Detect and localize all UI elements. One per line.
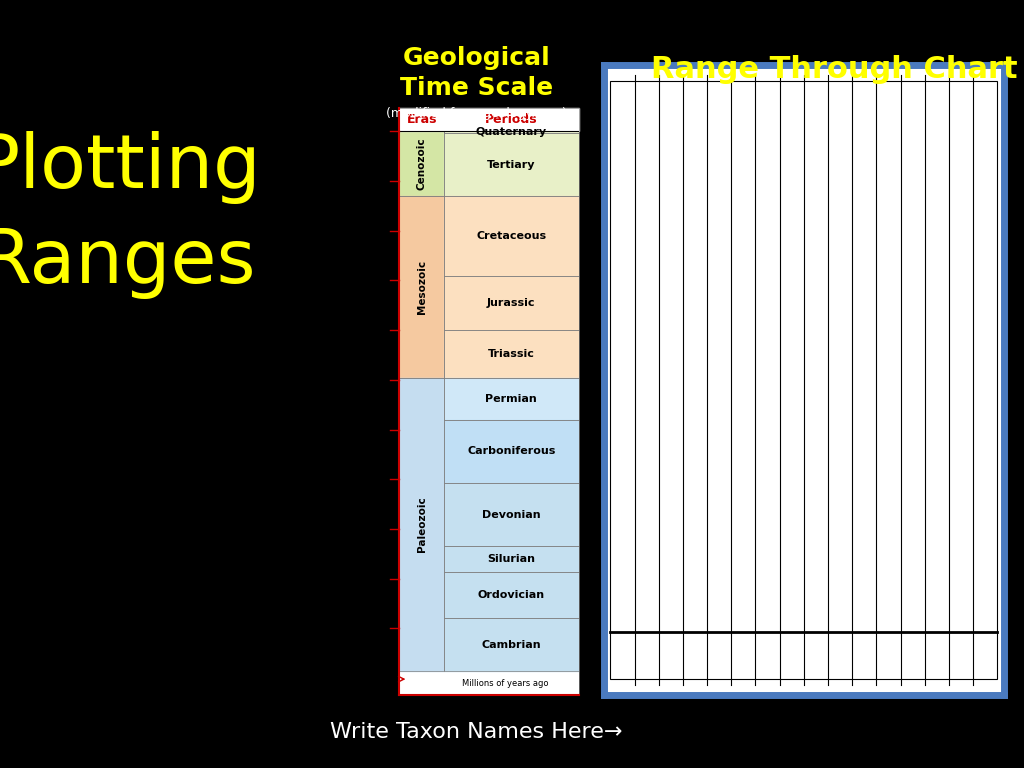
Text: Plotting
Ranges: Plotting Ranges (0, 131, 261, 300)
Bar (444, 571, 579, 618)
Text: 350: 350 (370, 475, 387, 484)
Bar (444, 378, 579, 419)
Bar (399, 131, 444, 196)
Text: 400: 400 (370, 525, 387, 534)
Bar (399, 378, 444, 671)
Text: 50: 50 (376, 177, 387, 186)
Bar (399, 196, 444, 378)
Text: 200: 200 (370, 326, 387, 335)
Text: Mesozoic: Mesozoic (417, 260, 427, 314)
Text: Quaternary: Quaternary (476, 127, 547, 137)
Bar (399, 378, 444, 671)
Bar (444, 546, 579, 571)
Text: Eras: Eras (407, 113, 437, 126)
Text: 150: 150 (370, 276, 387, 285)
Bar (444, 196, 579, 276)
Bar (444, 419, 579, 483)
Text: Triassic: Triassic (487, 349, 535, 359)
Text: 250: 250 (370, 376, 387, 385)
Text: Range Through Chart: Range Through Chart (651, 55, 1018, 84)
Text: 300: 300 (370, 425, 387, 434)
Text: Millions of years ago: Millions of years ago (462, 679, 549, 688)
Bar (444, 330, 579, 378)
Bar (444, 618, 579, 671)
Bar (399, 196, 444, 378)
Bar (444, 276, 579, 330)
Bar (444, 330, 579, 378)
Text: Permian: Permian (485, 394, 538, 404)
Text: 450: 450 (370, 574, 387, 583)
Text: Carboniferous: Carboniferous (467, 446, 556, 456)
Text: Cretaceous: Cretaceous (476, 230, 547, 240)
Bar (444, 483, 579, 546)
Text: Ordovician: Ordovician (478, 590, 545, 600)
Bar (444, 618, 579, 671)
Bar (444, 131, 579, 134)
Bar (444, 134, 579, 196)
Text: Tertiary: Tertiary (487, 160, 536, 170)
Text: 100: 100 (370, 227, 387, 235)
Bar (444, 419, 579, 483)
Text: Cambrian: Cambrian (481, 640, 541, 650)
Bar (444, 483, 579, 546)
Bar (399, 108, 579, 131)
Text: Write Taxon Names Here→: Write Taxon Names Here→ (330, 722, 623, 742)
Text: Cenozoic: Cenozoic (417, 137, 427, 190)
Bar (444, 131, 579, 134)
Text: Geological
Time Scale: Geological Time Scale (399, 46, 553, 100)
Bar (444, 571, 579, 618)
Text: Paleozoic: Paleozoic (417, 497, 427, 552)
Bar (444, 134, 579, 196)
Text: Jurassic: Jurassic (487, 298, 536, 308)
Bar (444, 276, 579, 330)
Bar (444, 378, 579, 419)
Text: Silurian: Silurian (487, 554, 536, 564)
Bar (444, 196, 579, 276)
Text: (modified from geology.com): (modified from geology.com) (386, 108, 566, 120)
Text: 500: 500 (370, 624, 387, 633)
Bar (399, 131, 444, 196)
Text: Devonian: Devonian (482, 510, 541, 520)
Text: Periods: Periods (485, 113, 538, 126)
Bar (444, 546, 579, 571)
